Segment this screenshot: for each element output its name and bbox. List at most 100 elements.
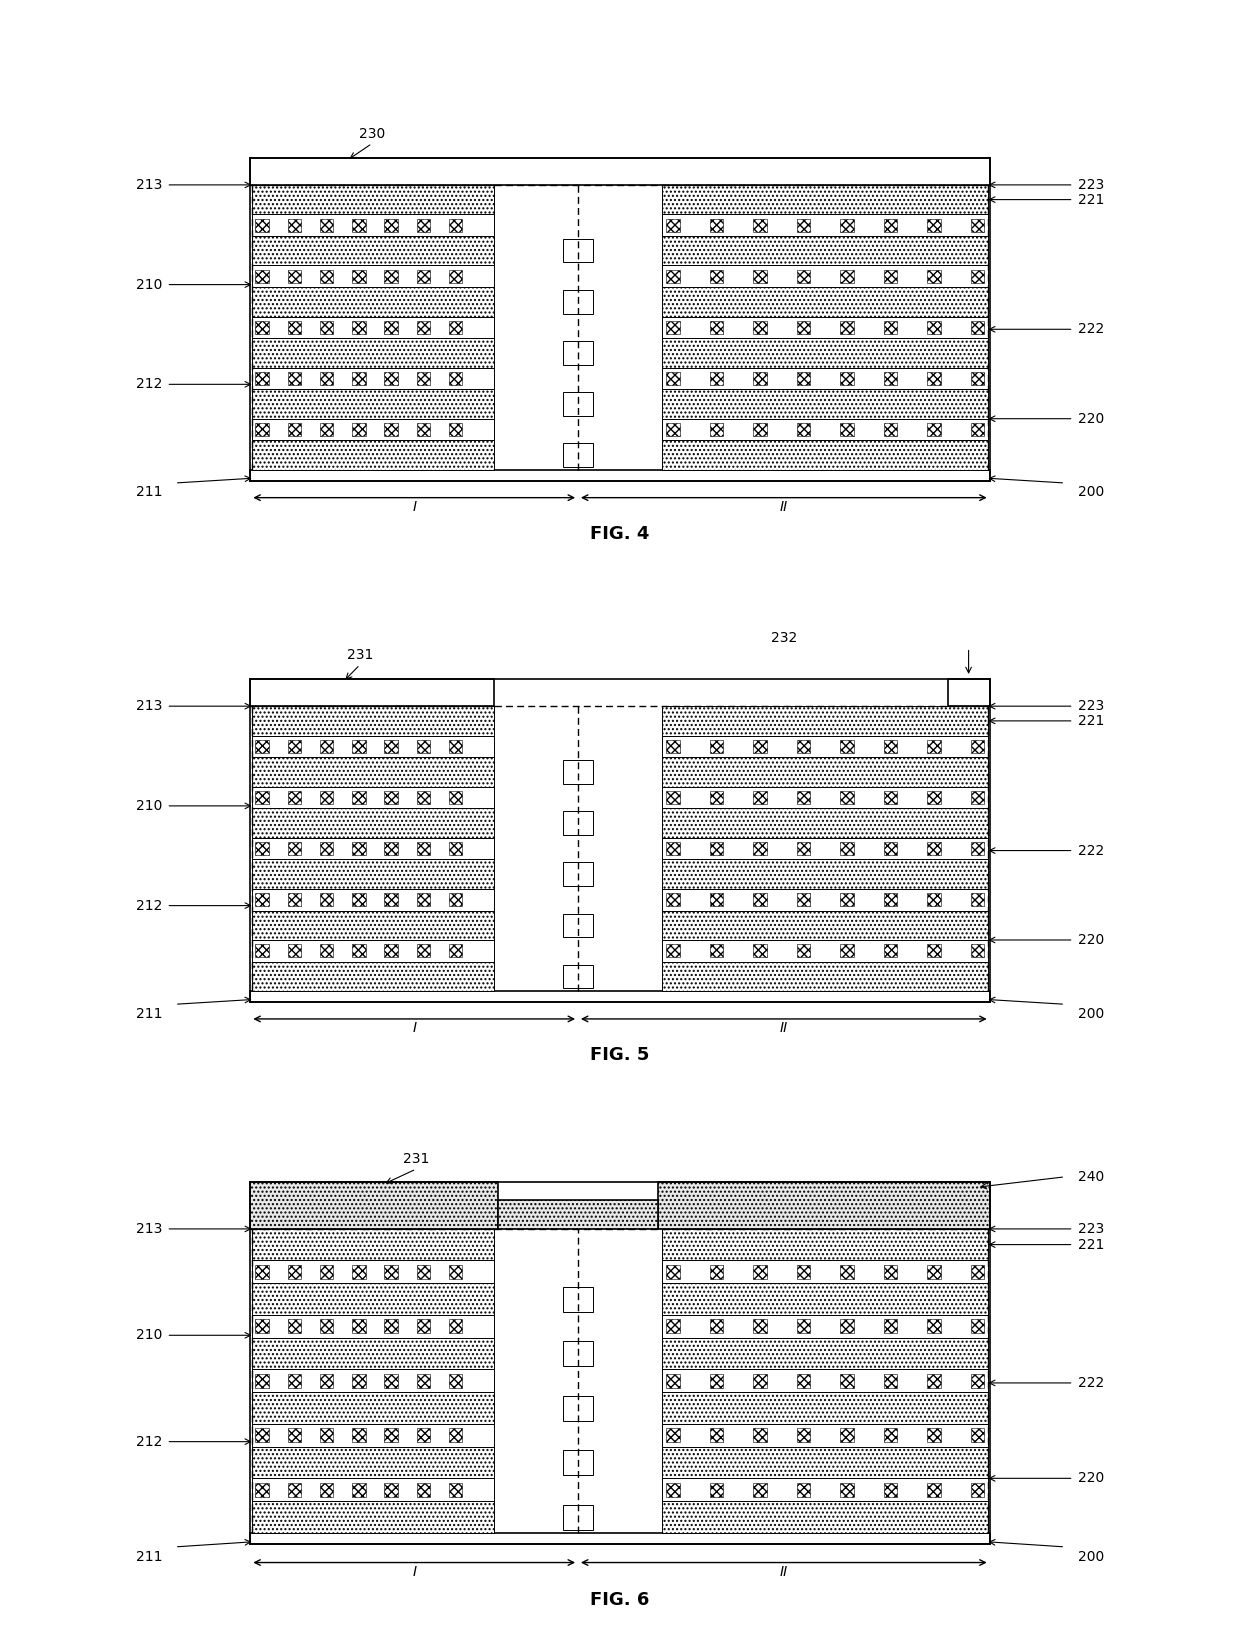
- Text: 231: 231: [347, 648, 373, 661]
- Bar: [250, 158, 990, 186]
- Text: 221: 221: [1078, 192, 1104, 207]
- Bar: [563, 811, 593, 834]
- Bar: [255, 740, 269, 753]
- Bar: [662, 389, 988, 419]
- Bar: [971, 1429, 985, 1442]
- Bar: [753, 1373, 766, 1388]
- Bar: [252, 860, 494, 889]
- Bar: [252, 1479, 494, 1502]
- Bar: [255, 424, 269, 437]
- Bar: [252, 787, 494, 808]
- Bar: [384, 945, 398, 958]
- Bar: [662, 707, 988, 736]
- Bar: [797, 792, 810, 805]
- Bar: [384, 740, 398, 753]
- Bar: [250, 990, 990, 1002]
- Bar: [662, 837, 988, 860]
- Bar: [252, 707, 494, 736]
- Bar: [662, 1479, 988, 1502]
- Bar: [417, 792, 430, 805]
- Bar: [662, 368, 988, 389]
- Bar: [288, 842, 301, 855]
- Bar: [252, 1228, 494, 1261]
- Bar: [662, 961, 988, 990]
- Bar: [666, 1429, 680, 1442]
- Text: 223: 223: [1078, 1222, 1104, 1236]
- Bar: [255, 1319, 269, 1333]
- Text: I: I: [412, 1021, 417, 1036]
- Bar: [449, 1319, 463, 1333]
- Bar: [563, 862, 593, 886]
- Bar: [662, 940, 988, 961]
- Bar: [709, 1429, 723, 1442]
- Bar: [417, 1429, 430, 1442]
- Bar: [753, 1266, 766, 1279]
- Bar: [252, 440, 494, 469]
- Bar: [255, 1482, 269, 1497]
- Bar: [417, 424, 430, 437]
- Bar: [753, 1482, 766, 1497]
- Text: 232: 232: [771, 630, 797, 645]
- Bar: [384, 1319, 398, 1333]
- Bar: [662, 1502, 988, 1533]
- Bar: [884, 792, 897, 805]
- Bar: [709, 1319, 723, 1333]
- Bar: [662, 419, 988, 440]
- Bar: [449, 218, 463, 231]
- Bar: [255, 321, 269, 334]
- Bar: [841, 1373, 853, 1388]
- Bar: [884, 740, 897, 753]
- Bar: [252, 808, 494, 837]
- Bar: [449, 842, 463, 855]
- Bar: [662, 911, 988, 940]
- Bar: [662, 287, 988, 316]
- Bar: [563, 964, 593, 989]
- Bar: [709, 945, 723, 958]
- Bar: [753, 371, 766, 384]
- Bar: [928, 424, 940, 437]
- Bar: [563, 1287, 593, 1311]
- Bar: [352, 1429, 366, 1442]
- Bar: [449, 792, 463, 805]
- Bar: [666, 893, 680, 906]
- Text: 210: 210: [136, 1328, 162, 1342]
- Bar: [252, 1284, 494, 1315]
- Bar: [709, 740, 723, 753]
- Text: II: II: [780, 1565, 787, 1579]
- Bar: [662, 787, 988, 808]
- Bar: [666, 740, 680, 753]
- Text: 211: 211: [135, 485, 162, 500]
- Text: 221: 221: [1078, 1238, 1104, 1251]
- Bar: [288, 893, 301, 906]
- Bar: [563, 393, 593, 415]
- Bar: [320, 321, 334, 334]
- Text: 240: 240: [1078, 1170, 1104, 1184]
- Bar: [252, 1424, 494, 1447]
- Text: 213: 213: [136, 178, 162, 192]
- Text: 222: 222: [1078, 1377, 1104, 1390]
- Bar: [884, 945, 897, 958]
- Bar: [666, 321, 680, 334]
- Bar: [884, 1482, 897, 1497]
- Bar: [252, 1370, 494, 1393]
- Bar: [288, 792, 301, 805]
- Bar: [662, 1337, 988, 1370]
- Bar: [252, 736, 494, 757]
- Bar: [417, 371, 430, 384]
- Bar: [320, 1373, 334, 1388]
- Text: 200: 200: [1078, 485, 1104, 500]
- Bar: [352, 740, 366, 753]
- Bar: [709, 1482, 723, 1497]
- Bar: [797, 893, 810, 906]
- Text: 211: 211: [135, 1007, 162, 1021]
- Bar: [709, 842, 723, 855]
- Bar: [928, 270, 940, 283]
- Bar: [384, 792, 398, 805]
- Bar: [320, 893, 334, 906]
- Bar: [753, 270, 766, 283]
- Text: 220: 220: [1078, 933, 1104, 946]
- Bar: [666, 1266, 680, 1279]
- Bar: [928, 893, 940, 906]
- Bar: [841, 1266, 853, 1279]
- Bar: [884, 893, 897, 906]
